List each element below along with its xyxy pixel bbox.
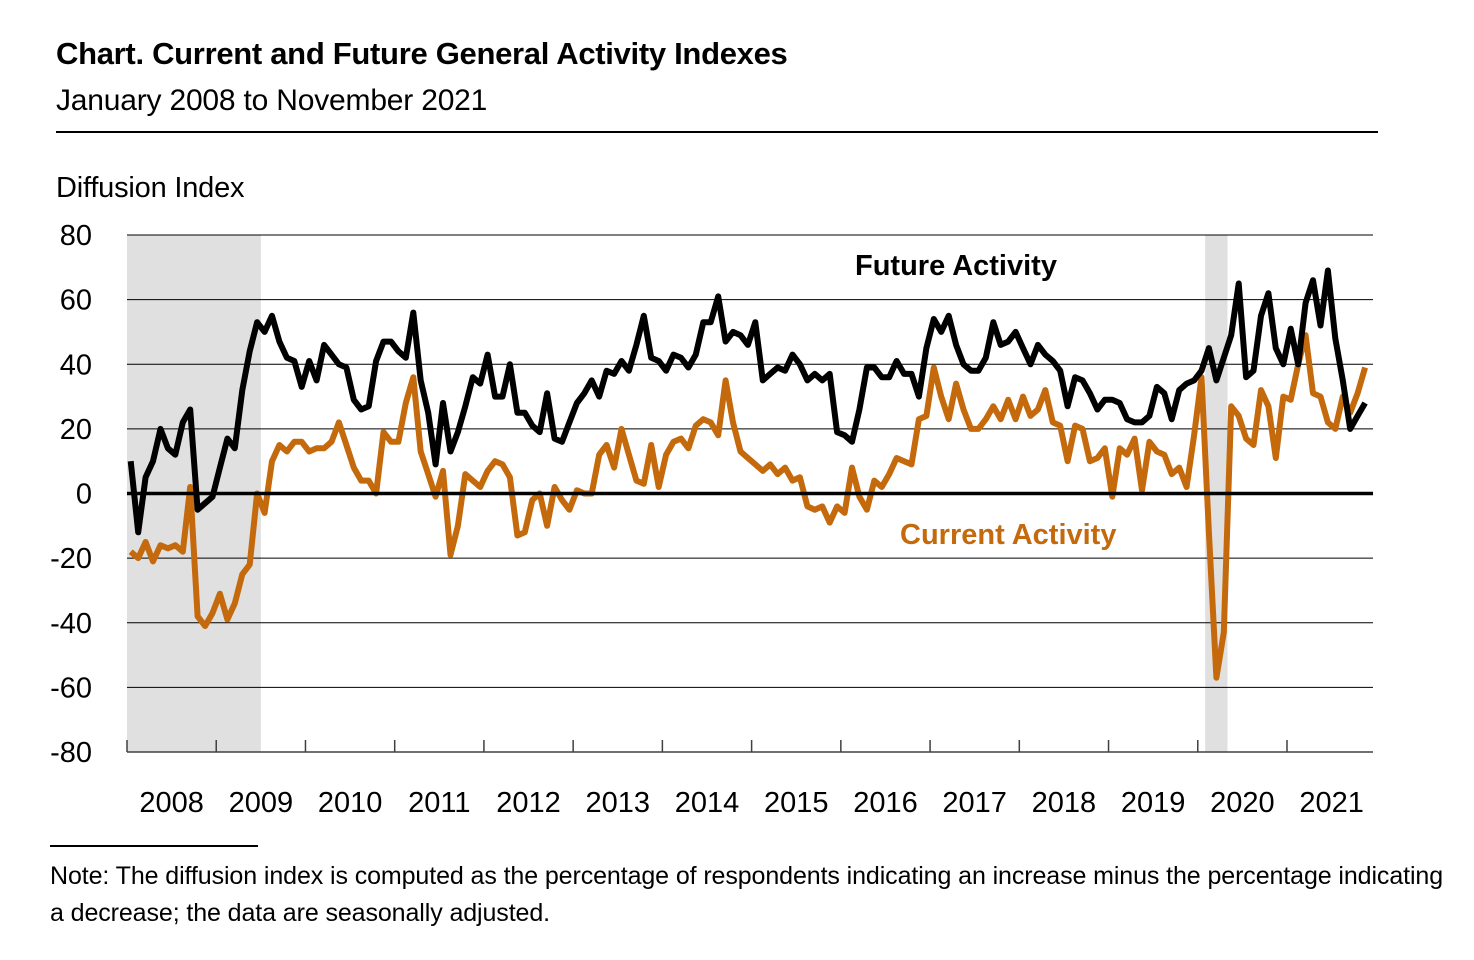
chart-subtitle: January 2008 to November 2021: [56, 84, 488, 117]
series-labels-group: Future Activity Current Activity: [855, 250, 1116, 551]
footnote-divider: [50, 845, 258, 847]
x-tick-label: 2015: [764, 787, 829, 819]
y-tick-label: 60: [60, 285, 92, 317]
x-tick-label: 2018: [1032, 787, 1097, 819]
x-axis-group: 2008 2009 2010 2011 2012 2013 2014 2015 2016 2017…: [126, 740, 1373, 819]
x-tick-label: 2010: [318, 787, 383, 819]
x-tick-label: 2009: [229, 787, 294, 819]
future-activity-label: Future Activity: [855, 250, 1057, 282]
y-axis-label: Diffusion Index: [56, 172, 245, 204]
y-tick-label: 0: [76, 479, 92, 511]
x-tick-label: 2021: [1299, 787, 1364, 819]
x-tick-label: 2012: [496, 787, 561, 819]
y-tick-label: 80: [60, 220, 92, 252]
x-tick-label: 2019: [1121, 787, 1186, 819]
current-activity-label: Current Activity: [900, 519, 1116, 551]
x-tick-label: 2013: [586, 787, 651, 819]
future-activity-line: [127, 267, 1368, 536]
y-tick-label: -20: [50, 543, 92, 575]
footnote: Note: The diffusion index is computed as…: [50, 862, 1444, 927]
y-tick-label: 40: [60, 349, 92, 381]
title-divider: [56, 131, 1378, 133]
y-tick-label: -60: [50, 672, 92, 704]
x-tick-label: 2014: [675, 787, 740, 819]
x-tick-label: 2011: [408, 787, 470, 819]
series-group: [127, 267, 1373, 681]
y-tick-label: 20: [60, 414, 92, 446]
y-tick-label: -40: [50, 608, 92, 640]
y-tick-label: -80: [50, 737, 92, 769]
x-tick-label: 2020: [1210, 787, 1275, 819]
x-tick-label: 2008: [139, 787, 204, 819]
x-tick-label: 2016: [853, 787, 918, 819]
x-tick-label: 2017: [942, 787, 1007, 819]
chart-title: Chart. Current and Future General Activi…: [56, 36, 788, 71]
current-activity-line: [128, 332, 1368, 681]
y-tick-labels-group: 80 60 40 20 0 -20 -40 -60 -80: [50, 220, 92, 769]
gridlines-group: [127, 234, 1373, 688]
